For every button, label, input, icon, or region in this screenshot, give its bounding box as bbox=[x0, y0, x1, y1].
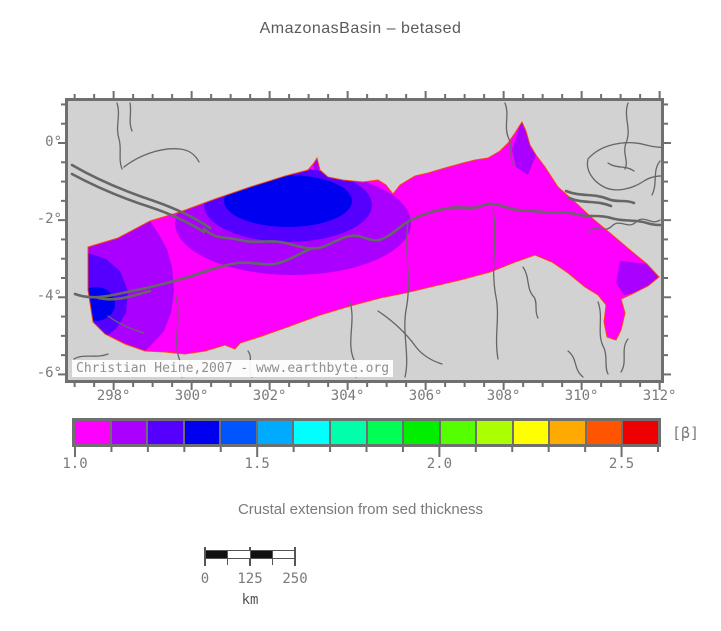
scale-bar-unit-label: km bbox=[241, 592, 259, 608]
colorbar-segment bbox=[111, 421, 147, 444]
y-axis-tick-label: 0° bbox=[45, 134, 62, 151]
map-frame: Christian Heine,2007 - www.earthbyte.org bbox=[65, 98, 664, 383]
river-lines-major bbox=[70, 163, 661, 301]
scale-bar-segment bbox=[250, 551, 273, 558]
x-axis-tick-label: 300° bbox=[174, 388, 209, 404]
scale-bar-segment bbox=[272, 551, 294, 558]
scale-bar-label: 0 bbox=[200, 571, 210, 587]
contour-zone-purple-ne-tip bbox=[512, 122, 536, 175]
contour-zone-blue-west bbox=[88, 287, 115, 321]
colorbar bbox=[72, 418, 661, 447]
y-axis-tick-label: -2° bbox=[36, 211, 62, 228]
x-axis-tick-label: 302° bbox=[252, 388, 287, 404]
contour-zone-purple-east-tip bbox=[616, 261, 659, 295]
x-axis-tick-label: 306° bbox=[408, 388, 443, 404]
colorbar-tick-label: 2.5 bbox=[608, 456, 635, 472]
colorbar-segment bbox=[440, 421, 476, 444]
colorbar-unit-label: [β] bbox=[672, 424, 700, 442]
colorbar-tick-label: 2.0 bbox=[426, 456, 453, 472]
basin-outline bbox=[87, 120, 660, 355]
colorbar-segment bbox=[184, 421, 220, 444]
colorbar-segment bbox=[75, 421, 110, 444]
watermark: Christian Heine,2007 - www.earthbyte.org bbox=[72, 360, 394, 377]
colorbar-tick-label: 1.5 bbox=[244, 456, 270, 472]
colorbar-tick-label: 1.0 bbox=[62, 456, 88, 472]
scale-bar-segment bbox=[206, 551, 229, 558]
figure-subtitle: Crustal extension from sed thickness bbox=[237, 501, 484, 518]
figure-title: AmazonasBasin – betased bbox=[259, 20, 462, 37]
colorbar-segment bbox=[550, 421, 585, 444]
map-canvas bbox=[70, 102, 661, 378]
river-lines-minor bbox=[73, 102, 661, 378]
x-axis-tick-label: 298° bbox=[96, 388, 131, 404]
x-axis-tick-label: 304° bbox=[330, 388, 365, 404]
colorbar-segment bbox=[148, 421, 183, 444]
scale-bar-label: 250 bbox=[282, 571, 308, 587]
scale-bar-label: 125 bbox=[237, 571, 263, 587]
x-axis-tick-label: 310° bbox=[564, 388, 599, 404]
y-axis-tick-label: -6° bbox=[36, 365, 62, 382]
colorbar-segment bbox=[330, 421, 366, 444]
x-axis-tick-label: 312° bbox=[642, 388, 677, 404]
colorbar-segment bbox=[294, 421, 329, 444]
colorbar-segment bbox=[367, 421, 403, 444]
colorbar-segment bbox=[221, 421, 256, 444]
colorbar-segment bbox=[477, 421, 512, 444]
colorbar-segment bbox=[404, 421, 439, 444]
y-axis-tick-label: -4° bbox=[36, 288, 62, 305]
colorbar-segment bbox=[623, 421, 658, 444]
contour-zone-blue-nw bbox=[224, 175, 352, 227]
x-axis-tick-label: 308° bbox=[486, 388, 521, 404]
scale-bar bbox=[205, 550, 295, 559]
scale-bar-segment bbox=[228, 551, 251, 558]
colorbar-segment bbox=[513, 421, 549, 444]
colorbar-segment bbox=[586, 421, 622, 444]
colorbar-segment bbox=[257, 421, 293, 444]
